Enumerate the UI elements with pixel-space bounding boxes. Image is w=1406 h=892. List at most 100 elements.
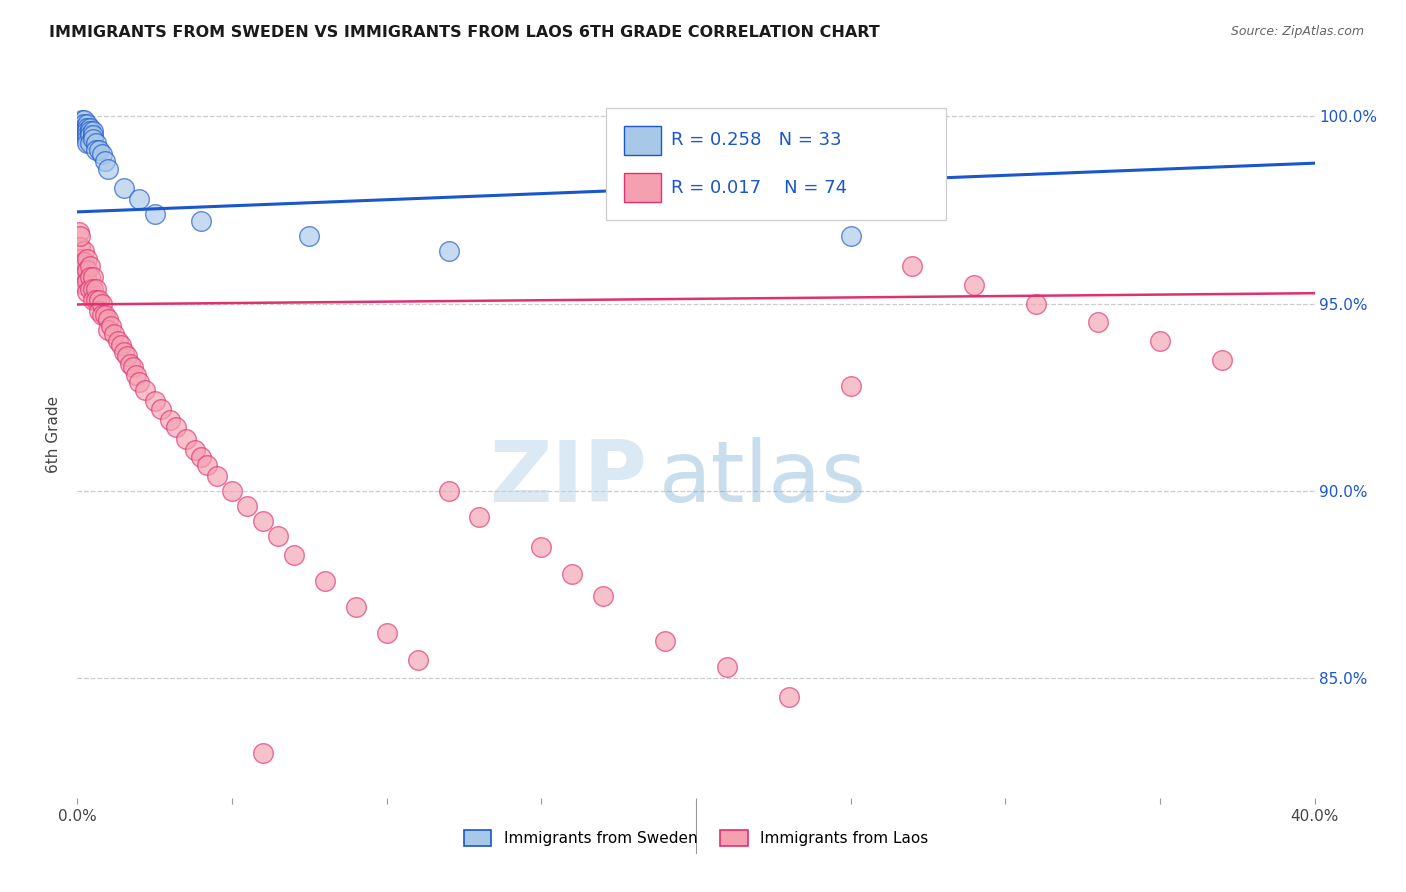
- Point: [72, 244, 94, 259]
- Point: [103, 326, 125, 341]
- Point: [437, 244, 460, 259]
- Point: [118, 357, 141, 371]
- Point: [437, 484, 460, 499]
- Point: [72, 255, 94, 269]
- Text: R = 0.258   N = 33: R = 0.258 N = 33: [671, 131, 842, 150]
- Point: [184, 442, 207, 457]
- Point: [839, 379, 862, 393]
- Point: [82, 128, 104, 142]
- Point: [143, 207, 166, 221]
- Point: [128, 192, 150, 206]
- Point: [298, 229, 321, 244]
- Point: [267, 529, 290, 543]
- Point: [1149, 334, 1171, 348]
- Bar: [624, 173, 661, 202]
- Text: IMMIGRANTS FROM SWEDEN VS IMMIGRANTS FROM LAOS 6TH GRADE CORRELATION CHART: IMMIGRANTS FROM SWEDEN VS IMMIGRANTS FRO…: [49, 25, 880, 40]
- Point: [84, 143, 107, 157]
- Point: [716, 660, 738, 674]
- Point: [67, 226, 90, 240]
- Point: [76, 124, 98, 138]
- Point: [344, 600, 367, 615]
- Point: [72, 267, 94, 281]
- Point: [76, 117, 98, 131]
- Point: [79, 120, 101, 135]
- Point: [122, 360, 145, 375]
- Point: [79, 128, 101, 142]
- Point: [87, 143, 110, 157]
- Point: [115, 349, 138, 363]
- Point: [72, 120, 94, 135]
- Point: [82, 282, 104, 296]
- Point: [69, 252, 91, 266]
- Point: [190, 450, 212, 465]
- Text: atlas: atlas: [659, 437, 868, 520]
- Point: [72, 277, 94, 292]
- Point: [406, 653, 429, 667]
- Point: [79, 259, 101, 273]
- Legend: Immigrants from Sweden, Immigrants from Laos: Immigrants from Sweden, Immigrants from …: [458, 823, 934, 853]
- Point: [84, 282, 107, 296]
- Point: [1211, 352, 1233, 367]
- Point: [165, 420, 187, 434]
- Point: [100, 319, 122, 334]
- Point: [94, 154, 117, 169]
- Point: [252, 514, 274, 528]
- Point: [375, 626, 398, 640]
- Point: [283, 548, 305, 562]
- Point: [125, 368, 148, 382]
- Point: [87, 293, 110, 307]
- Point: [79, 124, 101, 138]
- Point: [69, 274, 91, 288]
- Point: [963, 277, 986, 292]
- Point: [110, 338, 132, 352]
- Point: [112, 345, 135, 359]
- Point: [82, 293, 104, 307]
- Point: [82, 124, 104, 138]
- Point: [84, 293, 107, 307]
- Point: [76, 136, 98, 150]
- Point: [87, 304, 110, 318]
- Point: [82, 132, 104, 146]
- Point: [901, 259, 924, 273]
- Point: [79, 136, 101, 150]
- Point: [94, 308, 117, 322]
- Point: [72, 117, 94, 131]
- Point: [91, 296, 114, 310]
- Point: [91, 146, 114, 161]
- Point: [252, 747, 274, 761]
- Point: [97, 323, 120, 337]
- Point: [654, 634, 676, 648]
- Y-axis label: 6th Grade: 6th Grade: [46, 396, 62, 474]
- Point: [839, 229, 862, 244]
- Bar: [624, 126, 661, 155]
- Point: [97, 311, 120, 326]
- Point: [72, 124, 94, 138]
- Point: [70, 113, 93, 128]
- Point: [76, 274, 98, 288]
- Point: [76, 252, 98, 266]
- Point: [468, 510, 491, 524]
- Point: [149, 401, 172, 416]
- Point: [1087, 315, 1109, 329]
- Point: [67, 117, 90, 131]
- Point: [778, 690, 800, 705]
- Point: [128, 376, 150, 390]
- Point: [190, 214, 212, 228]
- Point: [221, 484, 243, 499]
- Point: [592, 589, 614, 603]
- Point: [236, 499, 259, 513]
- Point: [530, 541, 553, 555]
- Point: [76, 128, 98, 142]
- Point: [82, 270, 104, 285]
- Point: [69, 240, 91, 254]
- Point: [205, 469, 228, 483]
- Point: [1025, 296, 1047, 310]
- Point: [107, 334, 129, 348]
- Text: R = 0.017    N = 74: R = 0.017 N = 74: [671, 178, 848, 196]
- Point: [69, 263, 91, 277]
- Point: [69, 117, 91, 131]
- Point: [97, 161, 120, 176]
- Point: [143, 394, 166, 409]
- Point: [79, 282, 101, 296]
- Point: [72, 113, 94, 128]
